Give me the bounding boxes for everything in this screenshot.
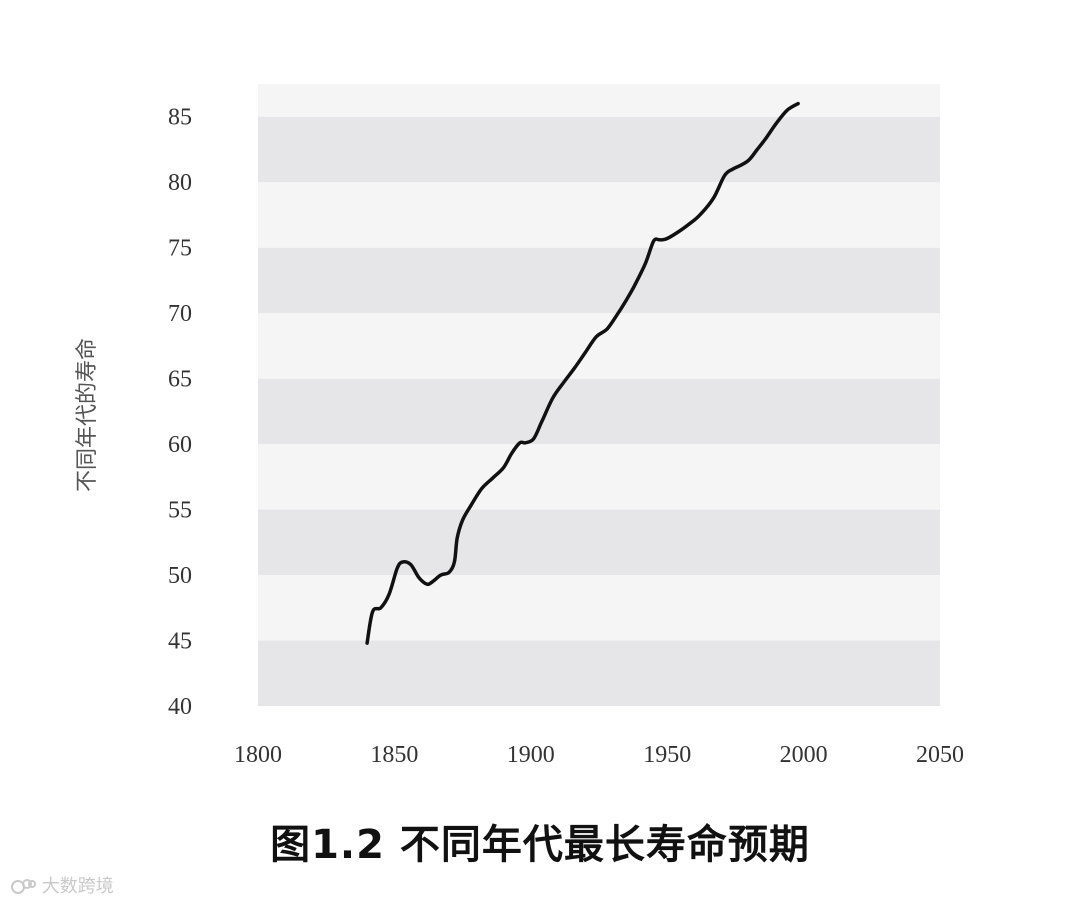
x-tick-label: 2000 [780,742,828,768]
background-band [258,640,940,706]
background-band [258,84,940,117]
background-band [258,444,940,510]
watermark-text: 大数跨境 [41,876,114,897]
x-tick-label: 1900 [507,742,555,768]
background-band [258,509,940,576]
y-tick-label: 80 [168,170,192,196]
x-tick-label: 1850 [370,742,418,768]
y-axis-label: 不同年代的寿命 [75,338,100,492]
background-band [258,378,940,445]
x-axis-ticks: 1800 1850 1900 1950 2000 2050 [234,742,964,768]
background-band [258,182,940,248]
background-bands [258,84,940,706]
background-band [258,313,940,379]
y-tick-label: 55 [168,498,192,524]
life-expectancy-line [365,101,800,645]
x-tick-label: 2050 [916,742,964,768]
figure-caption: 图1.2 不同年代最长寿命预期 [270,822,810,868]
background-band [258,247,940,314]
background-band [258,575,940,641]
y-tick-label: 85 [168,105,192,131]
y-tick-label: 50 [168,563,192,589]
x-tick-label: 1800 [234,742,282,768]
y-axis-ticks: 85 80 75 70 65 60 55 50 45 40 [168,105,192,720]
watermark-logo-icon [11,879,36,894]
x-tick-label: 1950 [643,742,691,768]
y-tick-label: 40 [168,694,192,720]
y-tick-label: 60 [168,432,192,458]
y-tick-label: 70 [168,301,192,327]
y-tick-label: 65 [168,367,192,393]
y-tick-label: 45 [168,629,192,655]
y-tick-label: 75 [168,236,192,262]
background-band [258,116,940,183]
watermark: 大数跨境 [10,872,114,898]
